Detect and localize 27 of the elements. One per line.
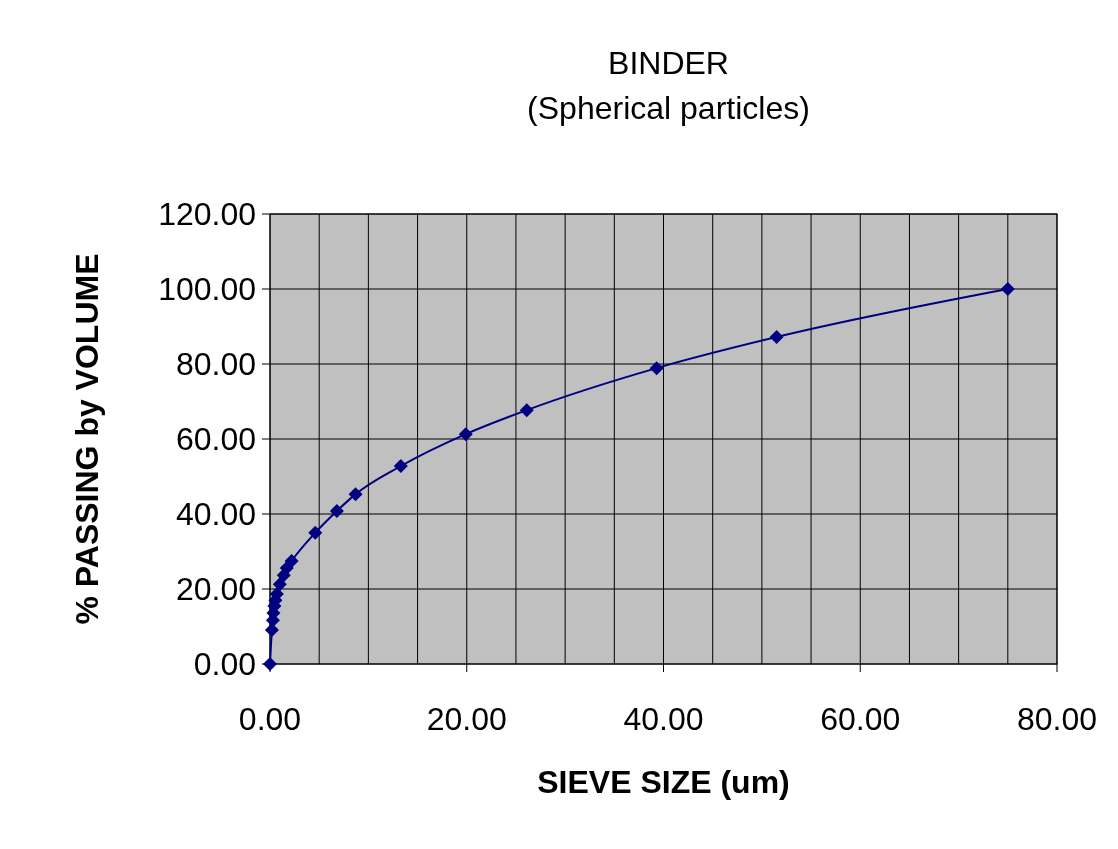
y-tick-label: 60.00 [175, 421, 256, 457]
chart-title: BINDER [608, 45, 729, 81]
point [329, 504, 344, 518]
x-axis-title: SIEVE SIZE (um) [537, 764, 790, 800]
point [769, 330, 784, 344]
point [393, 459, 408, 473]
y-axis-title: % PASSING by VOLUME [69, 253, 105, 625]
y-tick-label: 120.00 [158, 196, 256, 232]
y-tick-label: 20.00 [175, 571, 256, 607]
point [284, 553, 299, 568]
y-tick-label: 80.00 [175, 346, 256, 382]
x-tick-label: 80.00 [1016, 701, 1098, 737]
x-tick-label: 40.00 [623, 701, 704, 737]
point [1000, 282, 1015, 296]
x-tick-label: 0.00 [238, 701, 302, 737]
point [308, 525, 323, 540]
chart-subtitle: (Spherical particles) [527, 90, 810, 126]
point [458, 427, 473, 442]
y-tick-label: 100.00 [158, 271, 256, 307]
point [519, 403, 534, 418]
y-tick-label: 0.00 [193, 646, 256, 682]
point [348, 487, 363, 502]
point [649, 361, 664, 376]
x-tick-label: 20.00 [426, 701, 507, 737]
point [272, 577, 287, 592]
x-tick-label: 60.00 [820, 701, 901, 737]
y-tick-label: 40.00 [175, 496, 256, 532]
